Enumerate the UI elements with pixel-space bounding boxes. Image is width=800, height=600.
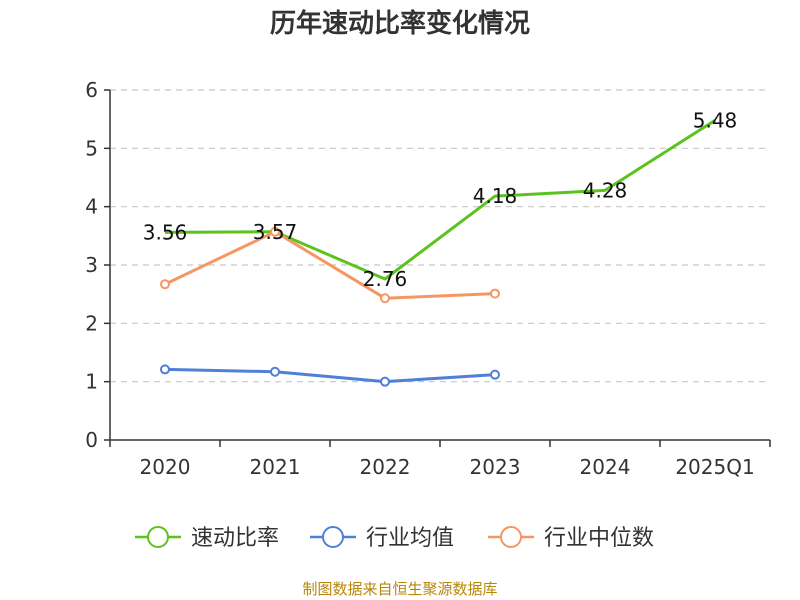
- data-point: [380, 376, 390, 387]
- series: [160, 119, 716, 387]
- x-tick-label: 2022: [360, 455, 411, 479]
- y-tick-label: 0: [85, 428, 98, 452]
- y-tick-label: 2: [85, 311, 98, 335]
- y-tick-label: 1: [85, 370, 98, 394]
- data-label: 3.56: [143, 220, 188, 244]
- x-tick-label: 2023: [470, 455, 521, 479]
- x-tick-label: 2025Q1: [675, 455, 754, 479]
- data-point: [380, 293, 390, 304]
- series-line: [164, 367, 496, 384]
- chart-title: 历年速动比率变化情况: [270, 8, 530, 39]
- legend-item[interactable]: 行业中位数: [488, 526, 654, 551]
- data-point: [270, 366, 280, 377]
- data-label: 2.76: [363, 267, 408, 291]
- legend-label: 行业中位数: [544, 526, 654, 551]
- legend-label: 行业均值: [366, 526, 454, 551]
- legend-marker: [322, 526, 344, 548]
- data-label: 5.48: [693, 108, 738, 132]
- grid: [110, 89, 770, 383]
- series-line: [164, 230, 496, 300]
- data-labels: 3.56 3.57 2.76 4.18 4.28 5.48: [143, 108, 738, 291]
- legend-label: 速动比率: [191, 526, 279, 551]
- y-tick-label: 4: [85, 195, 98, 219]
- data-label: 4.28: [583, 178, 628, 202]
- y-tick-label: 5: [85, 136, 98, 160]
- legend-item[interactable]: 速动比率: [135, 526, 279, 551]
- axes: 0 1 2 3 4 5 6 2020 2021 2022 2023 2024 2025Q1: [85, 78, 771, 479]
- x-tick-label: 2020: [140, 455, 191, 479]
- y-tick-label: 6: [85, 78, 98, 102]
- data-point: [270, 226, 280, 237]
- data-point: [160, 279, 170, 290]
- legend-marker: [500, 526, 522, 548]
- data-label: 4.18: [473, 184, 518, 208]
- legend-item[interactable]: 行业均值: [310, 526, 454, 551]
- legend: 速动比率 行业均值 行业中位数: [135, 526, 654, 551]
- data-point: [490, 288, 500, 299]
- source-note: 制图数据来自恒生聚源数据库: [302, 580, 497, 598]
- y-tick-label: 3: [85, 253, 98, 277]
- data-point: [160, 364, 170, 375]
- series-line: [164, 119, 716, 281]
- data-label: 3.57: [253, 220, 298, 244]
- x-tick-label: 2021: [250, 455, 301, 479]
- x-tick-label: 2024: [580, 455, 631, 479]
- data-point: [490, 369, 500, 380]
- legend-marker: [147, 526, 169, 548]
